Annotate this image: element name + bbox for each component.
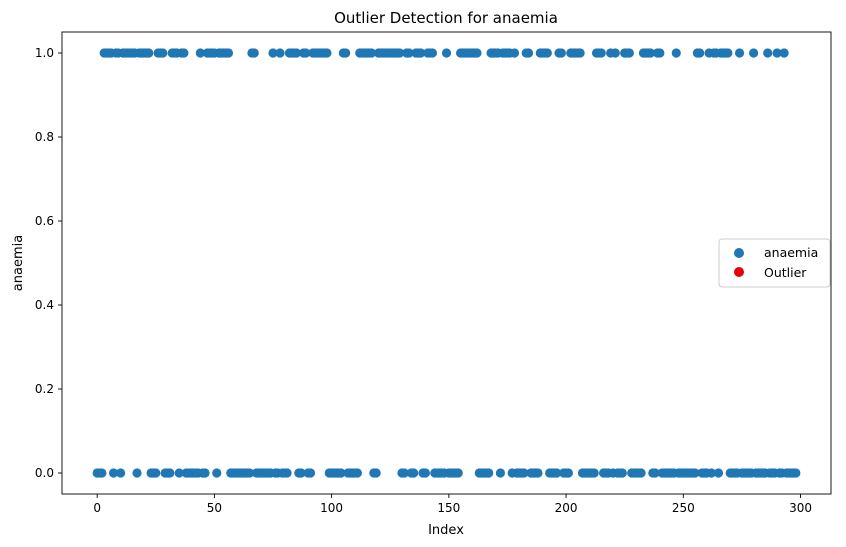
point-anaemia-117: [366, 48, 377, 58]
point-anaemia-17: [132, 468, 142, 478]
point-anaemia-178: [509, 48, 520, 58]
x-axis-label: Index: [428, 523, 464, 538]
point-anaemia-98: [322, 48, 332, 58]
x-tick-label-50: 50: [207, 501, 222, 515]
point-anaemia-7: [108, 468, 119, 478]
point-anaemia-227: [624, 48, 634, 58]
point-anaemia-293: [779, 48, 789, 58]
point-anaemia-67: [249, 48, 259, 58]
x-axis-ticks: 0 50 100 150 200 250 300: [93, 494, 812, 515]
point-anaemia-286: [763, 48, 773, 58]
point-anaemia-201: [563, 468, 574, 478]
point-anaemia-133: [404, 48, 414, 58]
point-anaemia-184: [523, 48, 534, 58]
chart-title: Outlier Detection for anaemia: [334, 9, 558, 27]
legend-box: [718, 238, 831, 288]
point-anaemia-35: [174, 468, 184, 478]
point-anaemia-274: [734, 48, 745, 58]
point-anaemia-44: [195, 48, 205, 58]
x-tick-label-0: 0: [93, 501, 101, 515]
x-tick-label-100: 100: [320, 501, 343, 515]
point-anaemia-10: [116, 468, 126, 478]
point-anaemia-46: [200, 468, 210, 478]
point-anaemia-298: [791, 468, 801, 478]
point-anaemia-212: [589, 468, 599, 478]
point-anaemia-106: [341, 48, 351, 58]
point-anaemia-138: [416, 48, 426, 58]
point-anaemia-78: [275, 48, 285, 58]
point-anaemia-238: [650, 468, 660, 478]
point-anaemia-269: [723, 48, 733, 58]
y-tick-label-1: 1.0: [35, 46, 54, 60]
legend: anaemia Outlier: [718, 238, 831, 288]
legend-marker-outlier: [734, 267, 744, 277]
point-anaemia-162: [472, 48, 482, 58]
point-anaemia-262: [706, 468, 717, 478]
point-anaemia-192: [542, 48, 552, 58]
point-anaemia-140: [420, 468, 430, 478]
point-anaemia-28: [158, 48, 168, 58]
x-tick-label-150: 150: [437, 501, 460, 515]
point-anaemia-37: [179, 48, 189, 58]
x-tick-label-250: 250: [672, 501, 695, 515]
point-anaemia-290: [772, 48, 782, 58]
point-anaemia-89: [301, 48, 311, 58]
x-tick-label-200: 200: [555, 501, 578, 515]
point-anaemia-206: [575, 48, 585, 58]
point-anaemia-51: [212, 468, 222, 478]
plot-frame: [61, 31, 832, 495]
y-axis-label: anaemia: [11, 235, 26, 291]
point-anaemia-236: [645, 48, 656, 58]
point-anaemia-172: [495, 468, 506, 478]
y-tick-label-0.4: 0.4: [35, 298, 54, 312]
point-anaemia-247: [671, 48, 681, 58]
point-anaemia-255: [690, 468, 700, 478]
y-axis-ticks: 0.0 0.2 0.4 0.6 0.8 1.0: [35, 46, 62, 480]
y-tick-label-0.8: 0.8: [35, 130, 54, 144]
data-points: [92, 48, 801, 478]
point-anaemia-81: [282, 468, 292, 478]
y-tick-label-0.2: 0.2: [35, 382, 54, 396]
y-tick-label-0.6: 0.6: [35, 214, 54, 228]
point-anaemia-232: [636, 468, 646, 478]
point-anaemia-111: [352, 468, 363, 478]
point-anaemia-188: [533, 468, 543, 478]
point-anaemia-240: [655, 48, 665, 58]
point-anaemia-143: [427, 48, 438, 58]
point-anaemia-104: [336, 468, 346, 478]
point-anaemia-154: [453, 468, 463, 478]
point-anaemia-25: [151, 468, 161, 478]
legend-marker-anaemia: [734, 248, 744, 258]
point-anaemia-65: [244, 468, 255, 478]
point-anaemia-31: [165, 468, 175, 478]
point-anaemia-265: [713, 468, 724, 478]
point-anaemia-129: [395, 48, 405, 58]
point-anaemia-85: [291, 48, 302, 58]
point-anaemia-196: [552, 468, 562, 478]
point-anaemia-167: [484, 468, 494, 478]
y-tick-label-0: 0.0: [35, 466, 54, 480]
legend-label-anaemia: anaemia: [764, 245, 818, 260]
point-anaemia-198: [556, 48, 566, 58]
point-anaemia-280: [749, 48, 759, 58]
point-anaemia-87: [296, 468, 306, 478]
point-anaemia-215: [596, 48, 606, 58]
legend-label-outlier: Outlier: [764, 265, 807, 280]
point-anaemia-221: [610, 48, 620, 58]
point-anaemia-75: [268, 48, 278, 58]
point-anaemia-22: [144, 48, 154, 58]
point-anaemia-135: [409, 468, 419, 478]
point-anaemia-119: [371, 468, 381, 478]
point-anaemia-56: [223, 48, 234, 58]
point-anaemia-91: [305, 468, 316, 478]
point-anaemia-182: [519, 468, 529, 478]
x-tick-label-300: 300: [789, 501, 812, 515]
point-anaemia-257: [695, 48, 705, 58]
point-anaemia-2: [97, 468, 107, 478]
point-anaemia-149: [441, 48, 452, 58]
point-anaemia-224: [617, 468, 627, 478]
point-anaemia-131: [399, 468, 409, 478]
